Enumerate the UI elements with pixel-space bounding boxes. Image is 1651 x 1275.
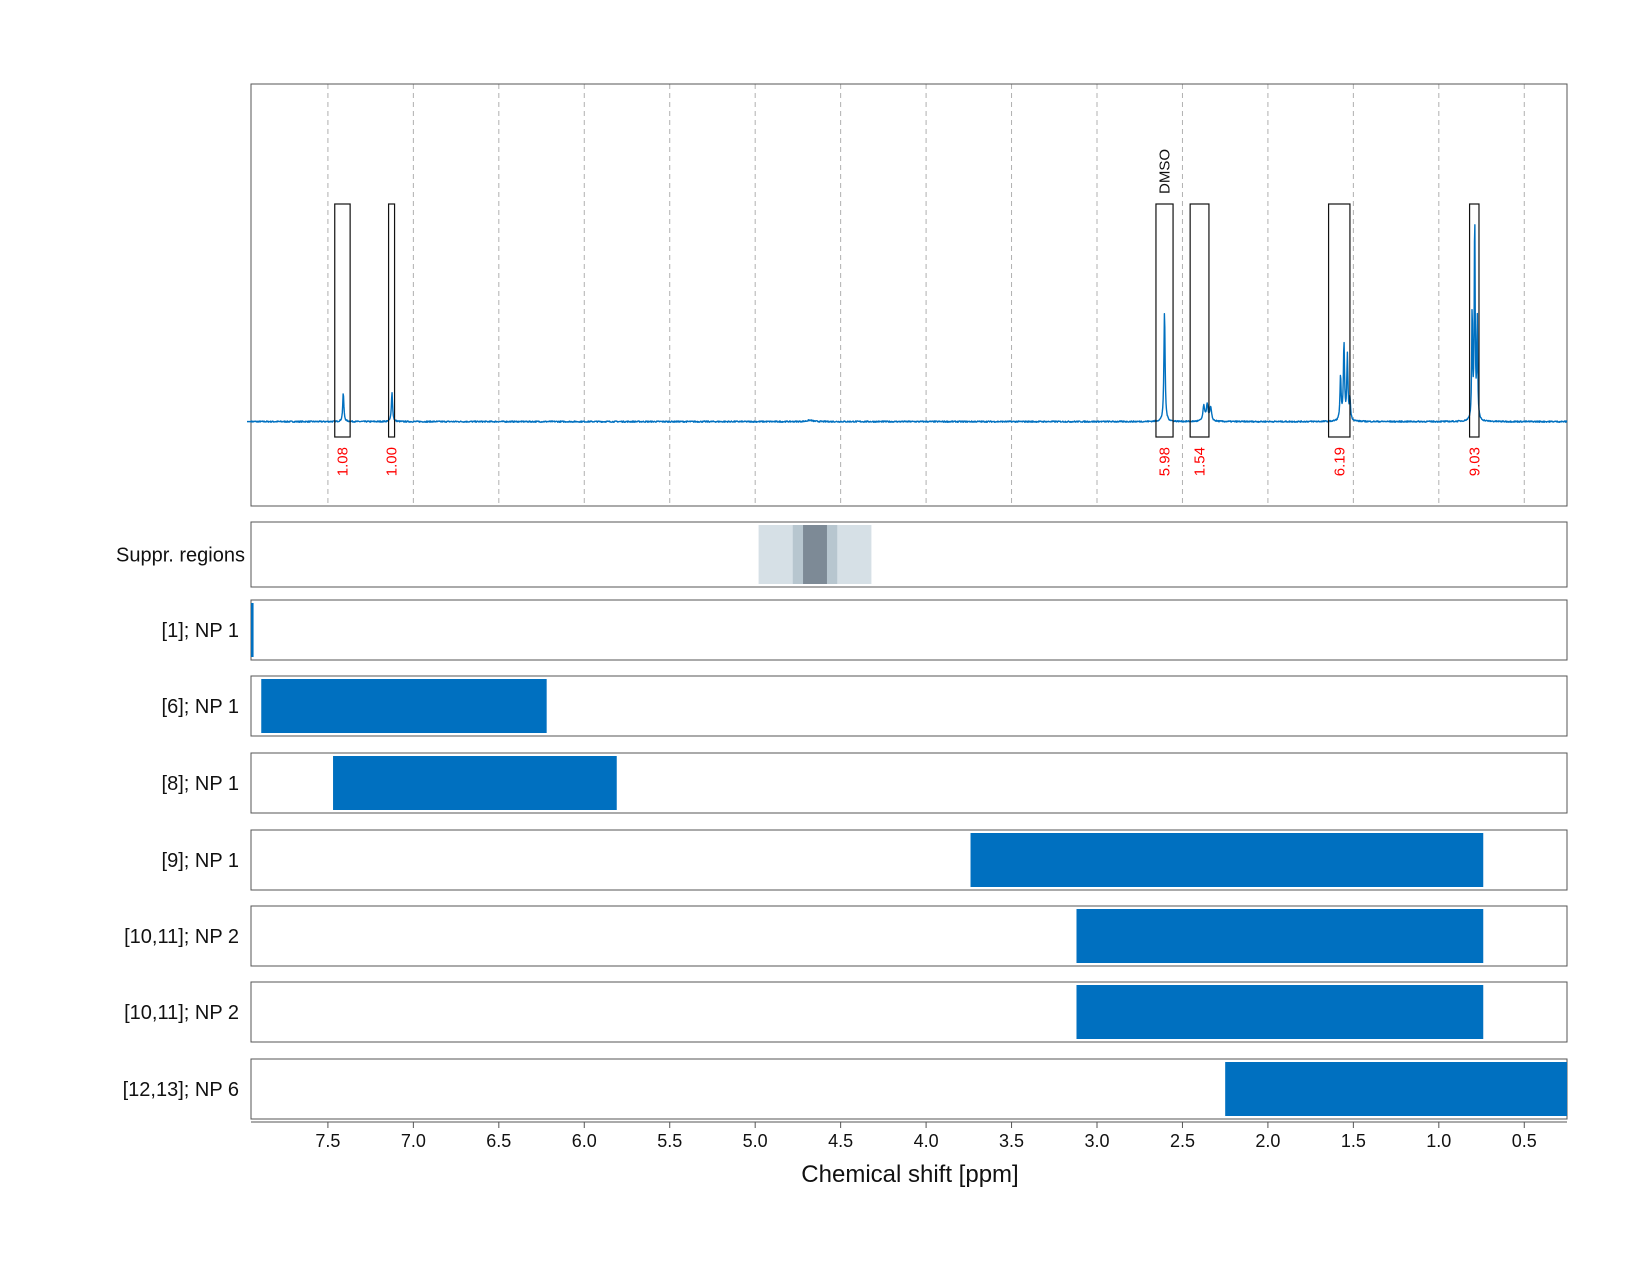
suppressed-region — [803, 525, 827, 584]
row-bar — [261, 679, 547, 733]
x-tick-label: 5.5 — [657, 1131, 682, 1151]
annotation-label: DMSO — [1157, 149, 1174, 194]
integral-region — [387, 203, 396, 438]
x-tick-label: 2.5 — [1170, 1131, 1195, 1151]
x-tick-label: 1.5 — [1341, 1131, 1366, 1151]
x-tick-label: 4.5 — [828, 1131, 853, 1151]
integral-value-label: 6.19 — [1331, 447, 1348, 476]
row-label: [6]; NP 1 — [162, 696, 239, 718]
assignment-row: [6]; NP 1 — [162, 675, 1568, 737]
row-bar — [970, 833, 1484, 887]
x-axis-title: Chemical shift [ppm] — [801, 1161, 1018, 1188]
assignment-row: [1]; NP 1 — [162, 599, 1568, 661]
assignment-row: [10,11]; NP 2 — [124, 905, 1568, 967]
assignment-row: [8]; NP 1 — [162, 752, 1568, 814]
row-bar — [1076, 909, 1484, 963]
integral-region — [1155, 203, 1174, 438]
suppressed-regions-label: Suppr. regions — [116, 545, 245, 567]
x-tick-label: 6.0 — [572, 1131, 597, 1151]
assignment-row: [10,11]; NP 2 — [124, 981, 1568, 1043]
x-tick-label: 2.0 — [1255, 1131, 1280, 1151]
grid-layer — [327, 84, 1525, 506]
x-tick-label: 7.0 — [401, 1131, 426, 1151]
spectrum-trace — [250, 224, 1568, 423]
x-tick-label: 5.0 — [743, 1131, 768, 1151]
row-label: [8]; NP 1 — [162, 773, 239, 795]
x-tick-label: 0.5 — [1512, 1131, 1537, 1151]
spectrum-frame — [250, 83, 1568, 507]
row-frame — [250, 599, 1568, 661]
x-tick-label: 1.0 — [1426, 1131, 1451, 1151]
row-label: [1]; NP 1 — [162, 620, 239, 642]
integral-value-label: 1.00 — [384, 447, 401, 476]
integral-value-label: 1.54 — [1192, 447, 1209, 476]
integral-region — [1189, 203, 1210, 438]
x-tick-label: 4.0 — [914, 1131, 939, 1151]
row-label: [12,13]; NP 6 — [123, 1079, 239, 1101]
row-bar — [1076, 985, 1484, 1039]
row-label: [9]; NP 1 — [162, 850, 239, 872]
integral-value-label: 9.03 — [1466, 447, 1483, 476]
integral-value-label: 5.98 — [1157, 447, 1174, 476]
integral-region — [1327, 203, 1351, 438]
row-label: [10,11]; NP 2 — [124, 926, 239, 948]
spectrum-panel: 1.08 1.00 5.98 1.54 6.19 9.03 DMSO — [247, 83, 1568, 507]
assignment-row: [12,13]; NP 6 — [123, 1058, 1568, 1120]
x-tick-label: 6.5 — [486, 1131, 511, 1151]
x-tick-label: 3.5 — [999, 1131, 1024, 1151]
suppressed-regions-panel: Suppr. regions — [116, 521, 1568, 588]
row-bar — [251, 603, 254, 657]
integral-region — [1468, 203, 1480, 438]
x-tick-label: 3.0 — [1084, 1131, 1109, 1151]
row-bar — [1225, 1062, 1567, 1116]
suppressed-regions-frame — [250, 521, 1568, 588]
x-tick-label: 7.5 — [315, 1131, 340, 1151]
integral-value-label: 1.08 — [334, 447, 351, 476]
integral-region — [334, 203, 351, 438]
row-bar — [333, 756, 617, 810]
row-label: [10,11]; NP 2 — [124, 1002, 239, 1024]
assignment-rows: [1]; NP 1 [6]; NP 1 [8]; NP 1 [9]; NP 1 [10,… — [123, 599, 1568, 1120]
x-axis: 7.5 7.0 6.5 6.0 5.5 5.0 4.5 4.0 3.5 3.0 2.5 2.0 1.5 1… — [251, 1121, 1567, 1151]
assignment-row: [9]; NP 1 — [162, 829, 1568, 891]
